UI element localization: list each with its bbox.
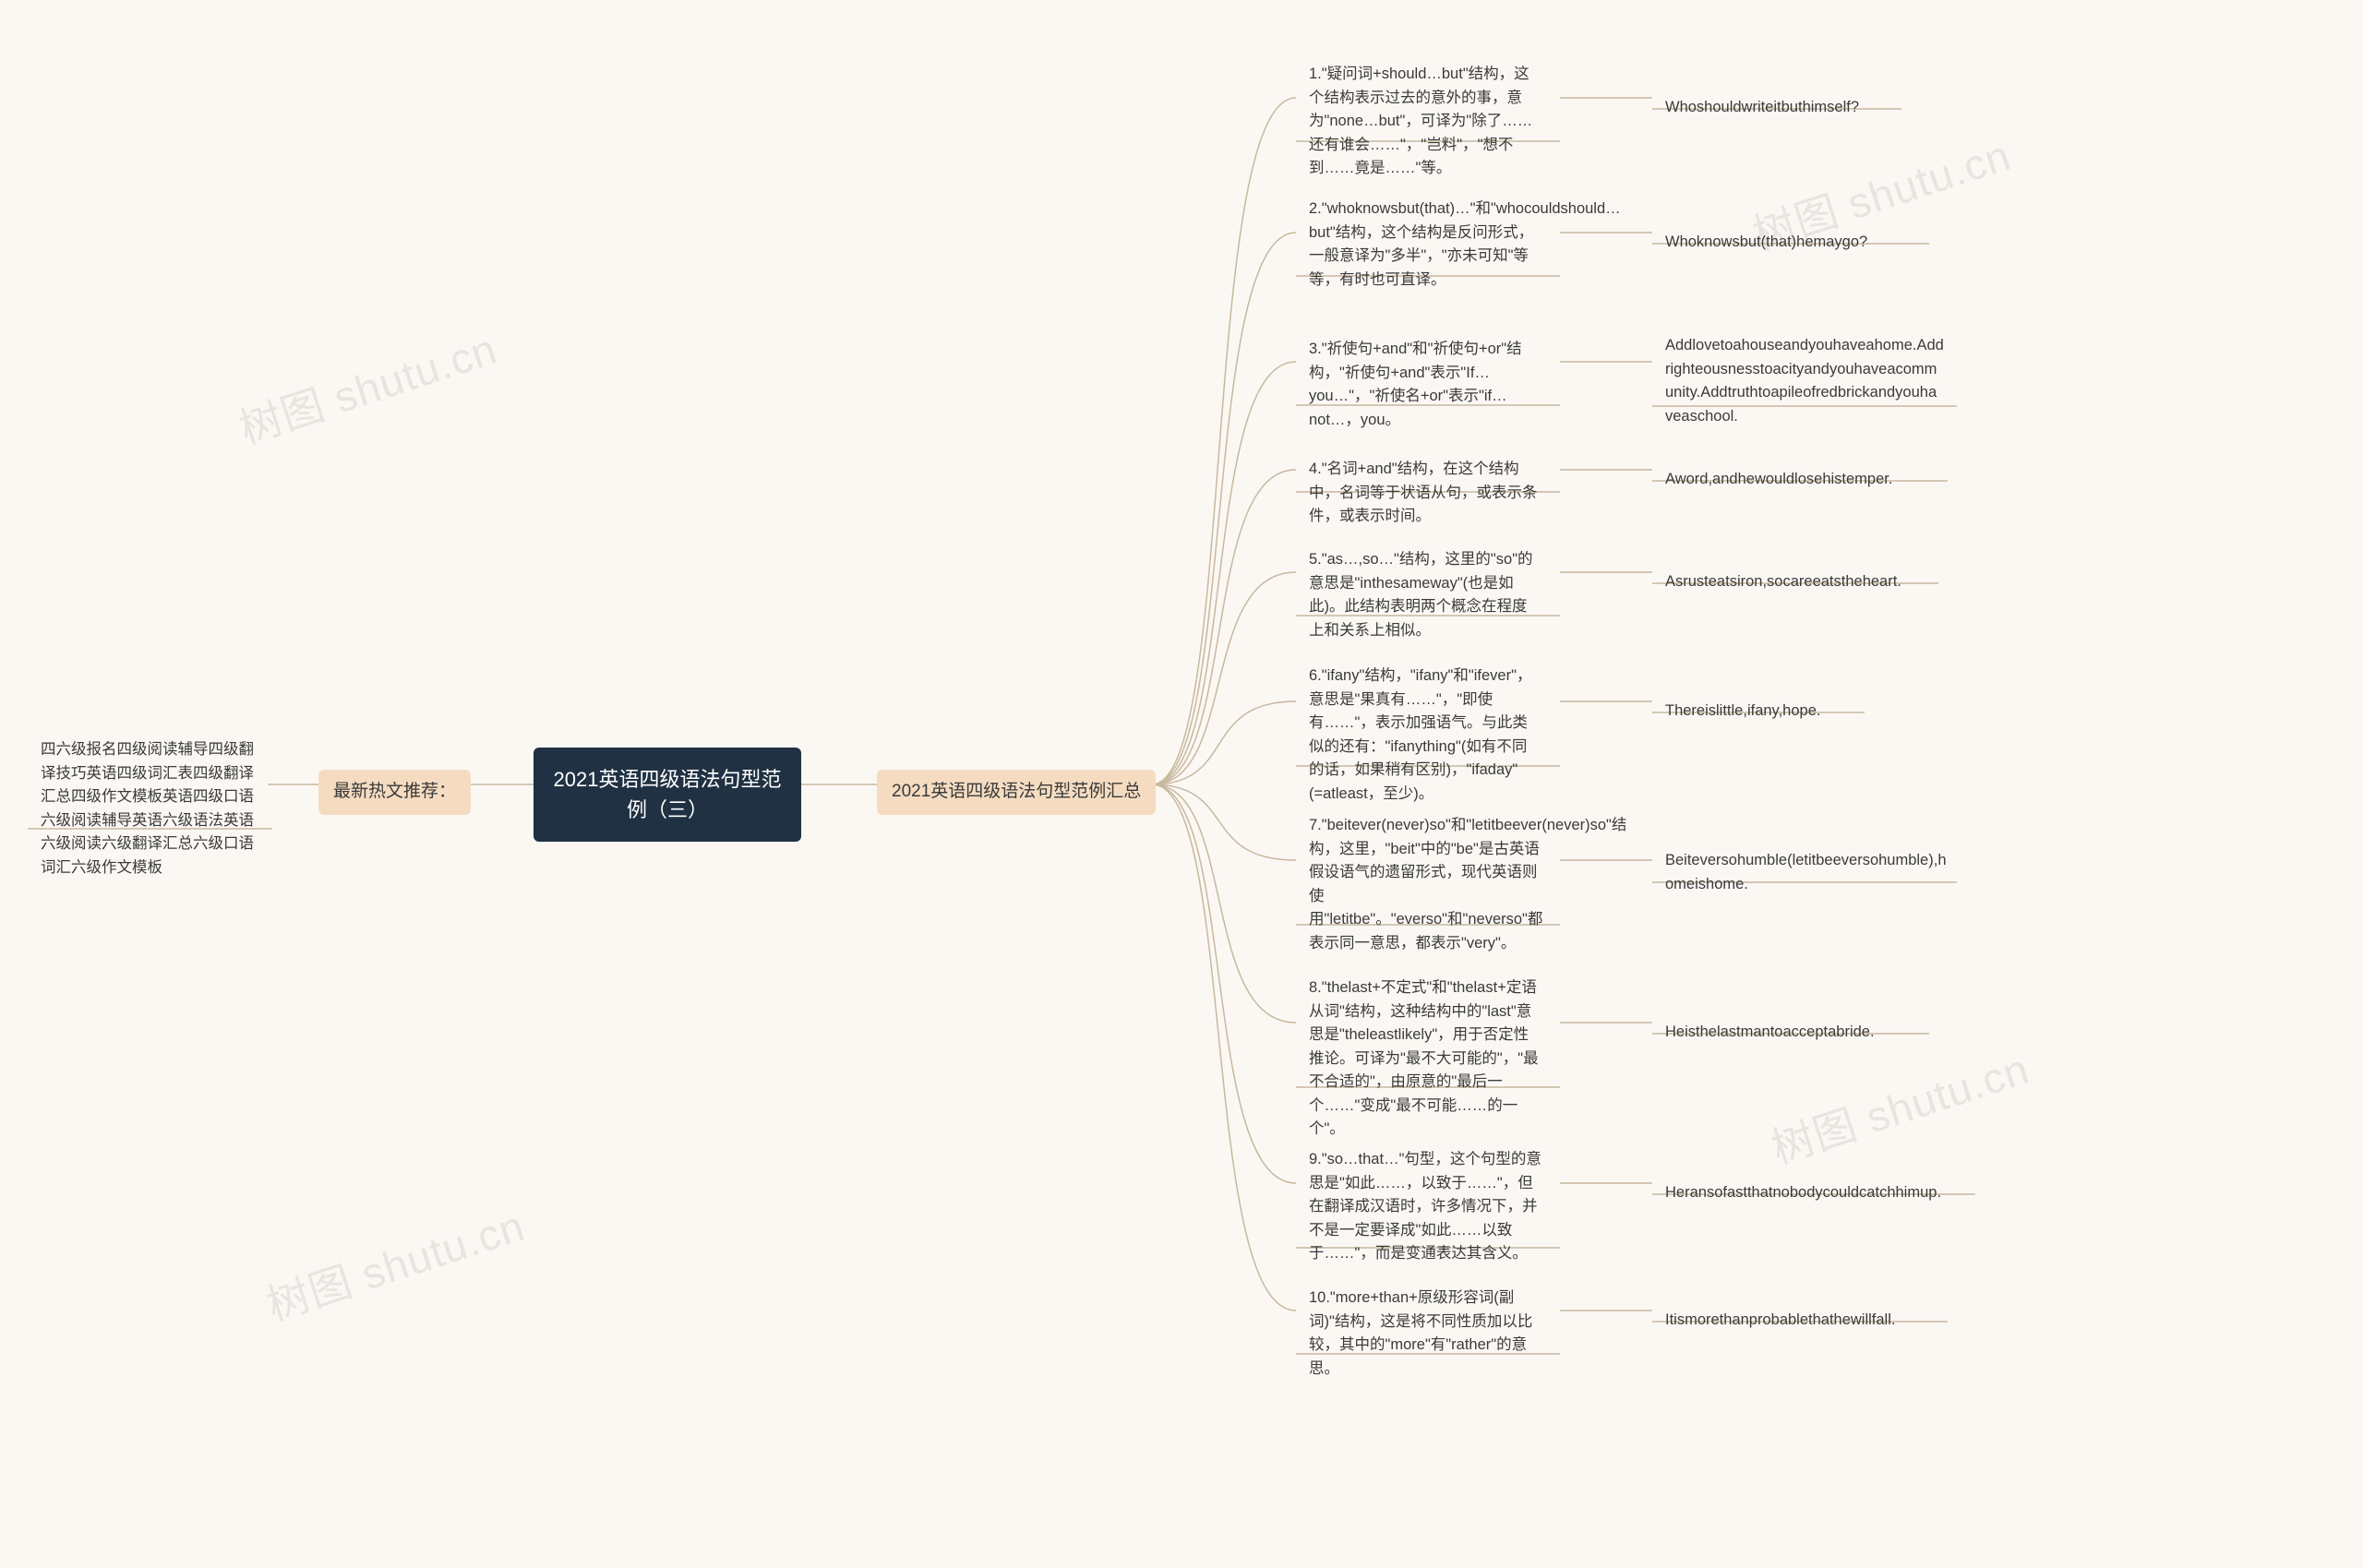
grammar-item-example: Itismorethanprobablethathewillfall. [1652,1299,1957,1342]
right-branch-label[interactable]: 2021英语四级语法句型范例汇总 [877,770,1156,815]
grammar-item-desc: 6."ifany"结构，"ifany"和"ifever"，意思是"果真有……"，… [1296,655,1554,815]
grammar-item-example: Asrusteatsiron,socareeatstheheart. [1652,561,1948,604]
grammar-item-desc: 9."so…that…"句型，这个句型的意思是"如此……，以致于……"，但在翻译… [1296,1139,1554,1275]
grammar-item-desc: 2."whoknowsbut(that)…"和"whocouldshould…b… [1296,188,1554,301]
grammar-item-desc: 4."名词+and"结构，在这个结构中，名词等于状语从句，或表示条件，或表示时间… [1296,449,1554,538]
grammar-item-example: Whoshouldwriteitbuthimself? [1652,87,1938,129]
grammar-item-desc: 5."as…,so…"结构，这里的"so"的意思是"inthesameway"(… [1296,539,1554,652]
watermark: 树图 shutu.cn [1763,1035,2036,1176]
left-branch-label[interactable]: 最新热文推荐： [318,770,471,815]
grammar-item-desc: 10."more+than+原级形容词(副词)"结构，这是将不同性质加以比较，其… [1296,1277,1554,1390]
root-node[interactable]: 2021英语四级语法句型范例（三） [534,748,801,842]
grammar-item-example: Heransofastthatnobodycouldcatchhimup. [1652,1172,1985,1215]
grammar-item-desc: 1."疑问词+should…but"结构，这个结构表示过去的意外的事，意为"no… [1296,54,1554,190]
grammar-item-desc: 3."祈使句+and"和"祈使句+or"结构，"祈使句+and"表示"If…yo… [1296,329,1554,441]
grammar-item-example: Aword,andhewouldlosehistemper. [1652,459,1957,501]
grammar-item-example: Beiteversohumble(letitbeeversohumble),ho… [1652,840,1966,905]
grammar-item-example: Addlovetoahouseandyouhaveahome.Addrighte… [1652,325,1957,437]
grammar-item-desc: 7."beitever(never)so"和"letitbeever(never… [1296,805,1554,964]
watermark: 树图 shutu.cn [258,1192,532,1333]
grammar-item-example: Thereislittle,ifany,hope. [1652,690,1911,733]
grammar-item-example: Whoknowsbut(that)hemaygo? [1652,221,1938,264]
grammar-item-desc: 8."thelast+不定式"和"thelast+定语从词"结构，这种结构中的"… [1296,967,1554,1151]
grammar-item-example: Heisthelastmantoacceptabride. [1652,1011,1938,1054]
left-branch-content: 四六级报名四级阅读辅导四级翻译技巧英语四级词汇表四级翻译汇总四级作文模板英语四级… [28,729,268,889]
watermark: 树图 shutu.cn [231,316,504,456]
